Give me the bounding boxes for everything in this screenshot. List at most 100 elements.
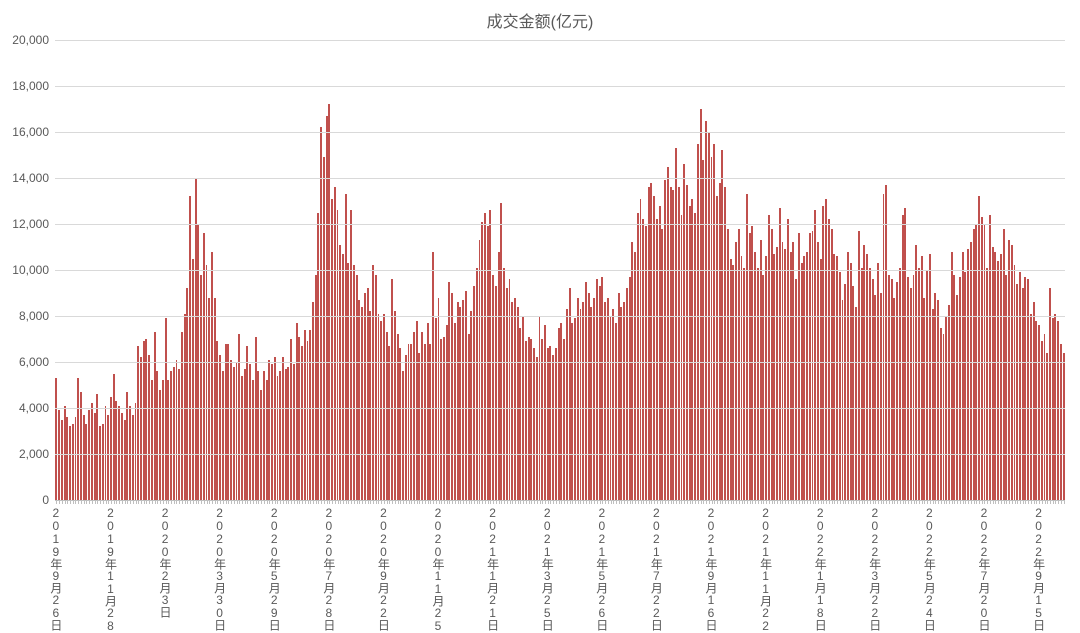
xtick-mark [283,500,284,504]
xtick-label: 2020年11月25日 [430,506,447,633]
xtick-mark [818,500,819,504]
xtick-mark [187,500,188,504]
xtick-mark [439,500,440,504]
xtick-mark [518,500,519,504]
xtick-mark [272,500,273,504]
bar [953,275,955,500]
xtick-mark [520,500,521,504]
xtick-mark [712,500,713,504]
bar [517,307,519,500]
xtick-mark [351,500,352,504]
xtick-mark [493,500,494,504]
xtick-mark [815,500,816,504]
bar [863,245,865,500]
bar [121,413,123,500]
bar [792,242,794,500]
bar [801,263,803,500]
bar [440,339,442,500]
bar [530,339,532,500]
xtick-label: 2021年7月22日 [648,506,665,630]
bar [880,293,882,500]
bar [408,344,410,500]
bar [72,424,74,500]
xtick-mark [1064,500,1065,504]
bar [378,314,380,500]
bar [367,288,369,500]
xtick-mark [368,500,369,504]
bar [817,242,819,500]
bar [732,265,734,500]
bar [495,286,497,500]
bar [85,424,87,500]
xtick-mark [548,500,549,504]
ytick-label: 0 [1,493,55,507]
xtick-mark [250,500,251,504]
xtick-mark [286,500,287,504]
bar [1041,341,1043,500]
bar [290,339,292,500]
xtick-mark [673,500,674,504]
bar [735,242,737,500]
xtick-mark [897,500,898,504]
xtick-label: 2022年3月22日 [867,506,884,630]
bar [178,369,180,500]
xtick-label: 2022年7月20日 [976,506,993,630]
xtick-mark [313,500,314,504]
xtick-mark [793,500,794,504]
gridline [55,454,1065,455]
bar [620,307,622,500]
bar [836,256,838,500]
xtick-mark [294,500,295,504]
xtick-mark [340,500,341,504]
bar [487,226,489,500]
xtick-mark [769,500,770,504]
bar [266,380,268,500]
xtick-mark [106,500,107,504]
xtick-mark [166,500,167,504]
bar [645,226,647,500]
xtick-mark [957,500,958,504]
bar [479,240,481,500]
xtick-mark [458,500,459,504]
bar [839,272,841,500]
xtick-mark [930,500,931,504]
bar [795,279,797,500]
bar [566,309,568,500]
xtick-mark [919,500,920,504]
bar [615,323,617,500]
xtick-label: 2021年3月25日 [539,506,556,630]
bar [751,226,753,500]
xtick-mark [687,500,688,504]
bar [915,245,917,500]
xtick-mark [624,500,625,504]
xtick-mark [627,500,628,504]
bar [249,364,251,500]
bar [776,247,778,500]
bar [904,208,906,500]
bar [317,213,319,501]
xtick-mark [630,500,631,504]
xtick-mark [706,500,707,504]
xtick-mark [1039,500,1040,504]
xtick-mark [343,500,344,504]
bar [470,311,472,500]
bar [626,288,628,500]
xtick-mark [632,500,633,504]
bar [997,261,999,500]
xtick-label: 2020年3月30日 [212,506,229,630]
xtick-mark [829,500,830,504]
xtick-mark [490,500,491,504]
xtick-mark [160,500,161,504]
xtick-mark [733,500,734,504]
bar [227,344,229,500]
xtick-mark [469,500,470,504]
xtick-mark [722,500,723,504]
turnover-chart: 成交金额(亿元) 02,0004,0006,0008,00010,00012,0… [0,0,1080,633]
bar [713,144,715,501]
xtick-mark [720,500,721,504]
xtick-mark [602,500,603,504]
bar [511,302,513,500]
xtick-mark [935,500,936,504]
bar [364,293,366,500]
bar [154,332,156,500]
